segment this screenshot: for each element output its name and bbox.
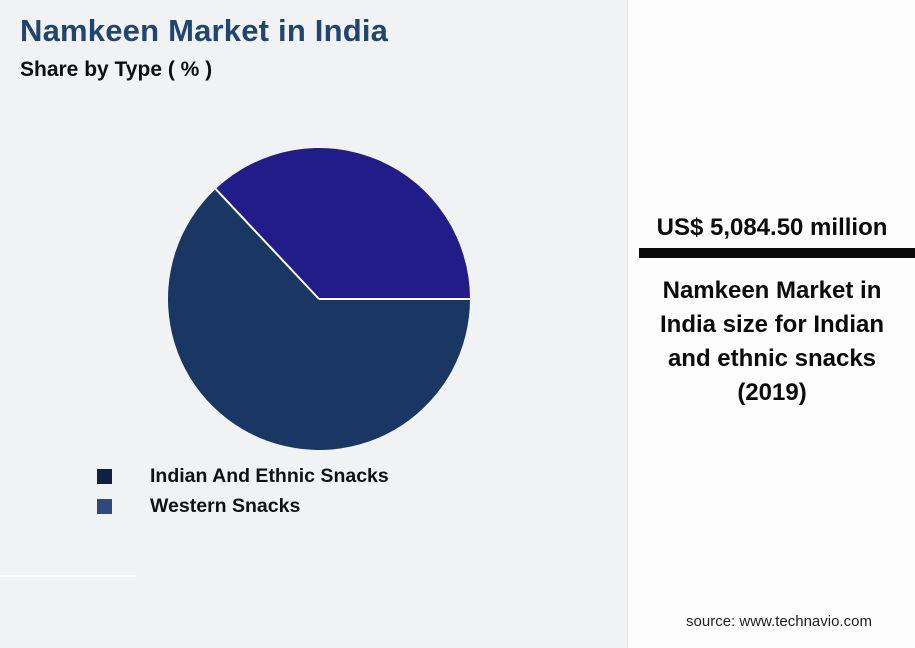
legend-marker-indian-and-ethnic-snacks-icon — [97, 468, 112, 484]
legend-marker-western-snacks-icon — [97, 498, 112, 514]
legend-label-western-snacks: Western Snacks — [150, 494, 301, 517]
stat-value: US$ 5,084.50 million — [656, 214, 888, 241]
pie-chart — [168, 148, 471, 451]
page-title: Namkeen Market in India — [20, 13, 389, 48]
source-note: source: www.technavio.com — [686, 613, 872, 630]
stat-description: Namkeen Market in India size for Indian … — [659, 277, 885, 406]
chart-legend: Indian And Ethnic Snacks Western Snacks — [97, 461, 389, 521]
legend-item-western-snacks: Western Snacks — [97, 491, 389, 521]
pie-chart-svg — [168, 148, 471, 451]
divider-bar — [639, 248, 915, 258]
legend-label-indian-and-ethnic-snacks: Indian And Ethnic Snacks — [150, 464, 389, 487]
chart-subtitle: Share by Type ( % ) — [20, 58, 213, 81]
stat-panel: US$ 5,084.50 million Namkeen Market in I… — [627, 0, 915, 648]
legend-item-indian-and-ethnic-snacks: Indian And Ethnic Snacks — [97, 461, 389, 491]
divider-line-faint — [0, 575, 136, 577]
